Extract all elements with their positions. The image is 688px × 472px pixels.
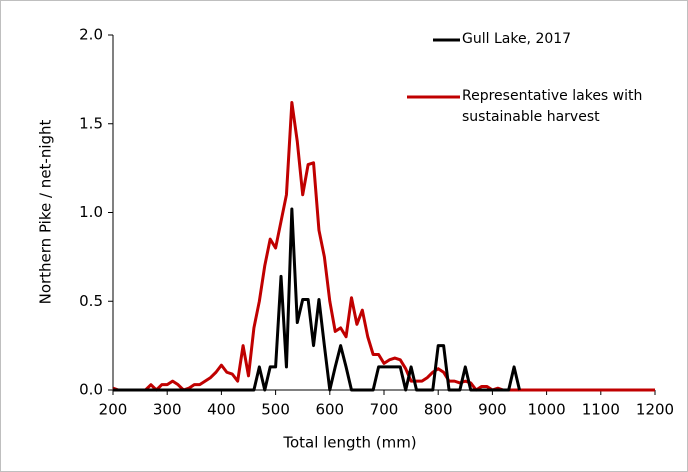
x-tick-label: 900	[478, 401, 507, 419]
y-tick-label: 0.5	[79, 292, 103, 310]
series-line	[112, 100, 655, 392]
y-tick-label: 0.0	[79, 381, 103, 399]
x-tick-label: 200	[99, 401, 128, 419]
x-tick-label: 800	[424, 401, 453, 419]
x-tick-label: 1200	[636, 401, 674, 419]
y-tick-label: 2.0	[79, 26, 103, 44]
y-tick-label: 1.0	[79, 203, 103, 221]
x-tick-label: 600	[315, 401, 344, 419]
legend-label: Gull Lake, 2017	[462, 31, 572, 47]
x-tick-label: 1100	[582, 401, 620, 419]
x-tick-label: 500	[261, 401, 290, 419]
y-axis-label: Northern Pike / net-night	[37, 119, 55, 304]
x-tick-label: 300	[153, 401, 182, 419]
x-tick-label: 1000	[528, 401, 566, 419]
series-line	[113, 207, 521, 392]
legend-label: Representative lakes with sustainable ha…	[462, 88, 643, 125]
x-tick-label: 700	[370, 401, 399, 419]
x-tick-label: 400	[207, 401, 236, 419]
x-axis-label: Total length (mm)	[282, 434, 416, 452]
y-tick-label: 1.5	[79, 114, 103, 132]
